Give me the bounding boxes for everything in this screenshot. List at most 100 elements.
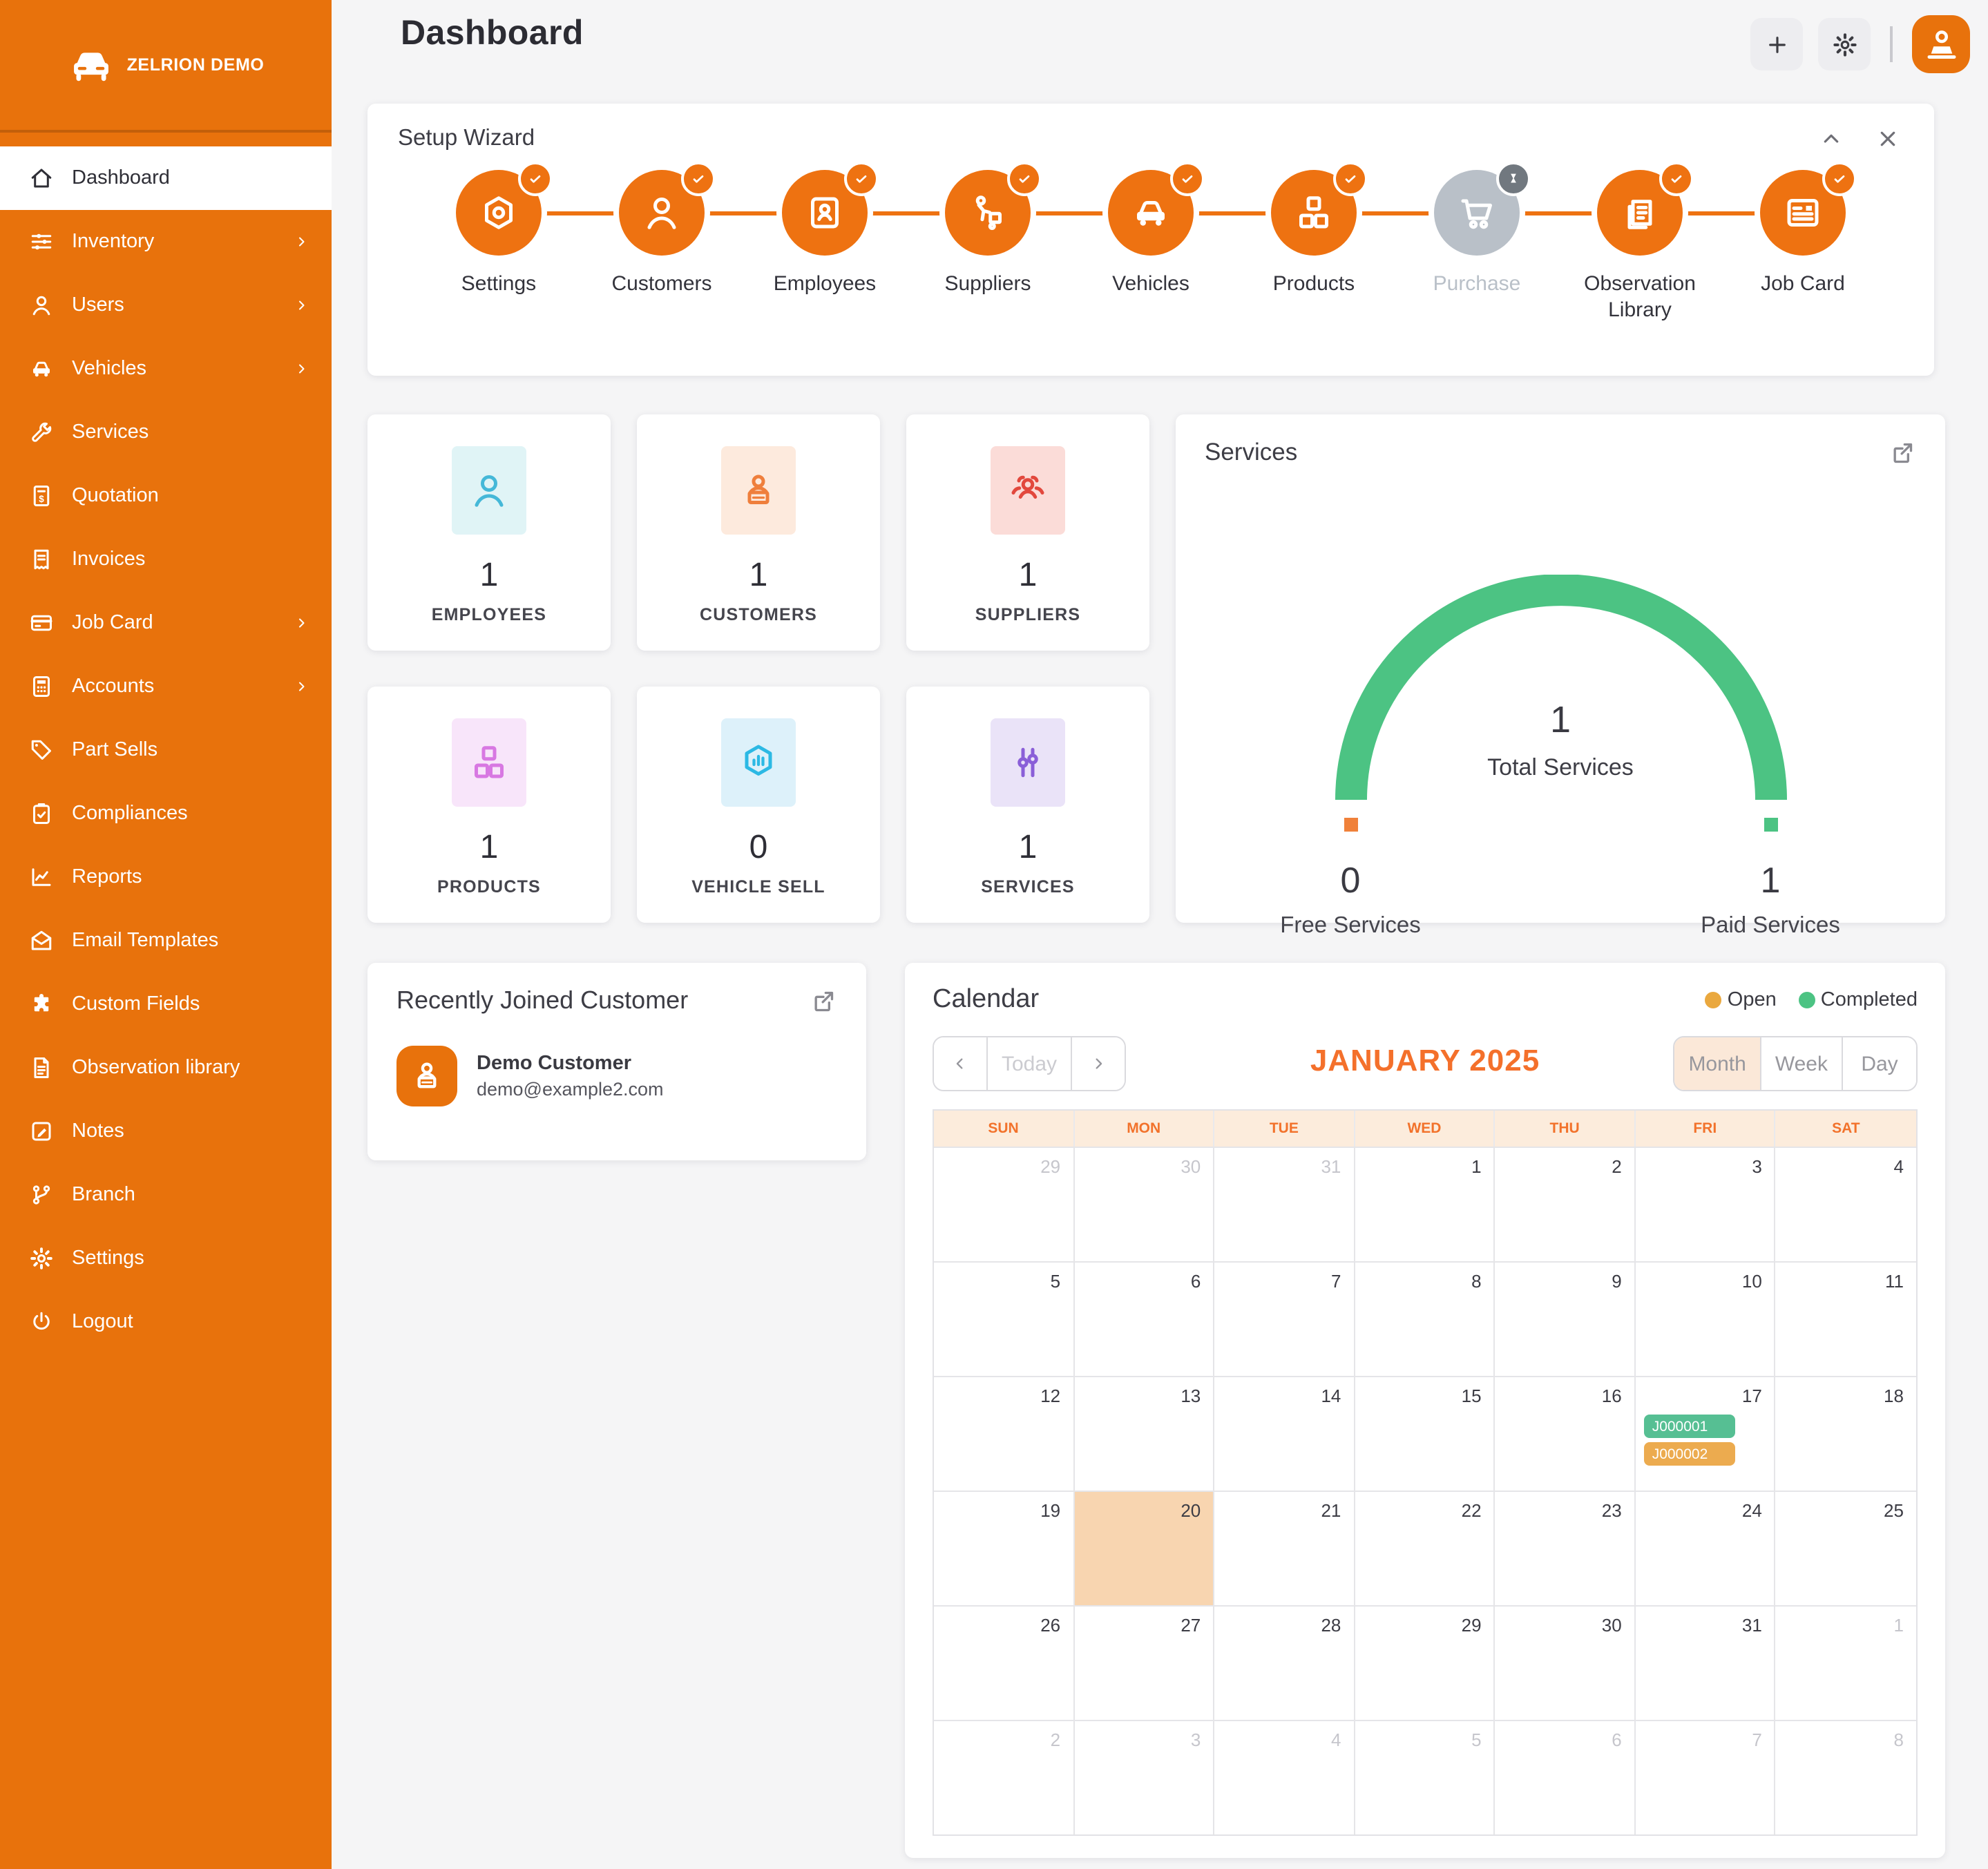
calendar-day-29[interactable]: 29 bbox=[934, 1147, 1075, 1261]
calendar-event-j000001[interactable]: J000001 bbox=[1643, 1415, 1736, 1438]
calendar-day-12[interactable]: 12 bbox=[934, 1376, 1075, 1491]
stat-card-services[interactable]: 1 SERVICES bbox=[906, 687, 1149, 923]
wizard-step-suppliers[interactable]: Suppliers bbox=[868, 162, 1069, 324]
tag-icon bbox=[29, 738, 54, 763]
calendar-day-31[interactable]: 31 bbox=[1214, 1147, 1355, 1261]
calendar-day-24[interactable]: 24 bbox=[1635, 1491, 1776, 1605]
sidebar-item-quotation[interactable]: $ Quotation bbox=[0, 464, 332, 528]
calendar-day-5[interactable]: 5 bbox=[1355, 1720, 1495, 1834]
calendar-day-3[interactable]: 3 bbox=[1074, 1720, 1215, 1834]
calendar-day-23[interactable]: 23 bbox=[1495, 1491, 1636, 1605]
calendar-day-10[interactable]: 10 bbox=[1635, 1261, 1776, 1376]
calendar-day-8[interactable]: 8 bbox=[1355, 1261, 1495, 1376]
calendar-day-25[interactable]: 25 bbox=[1775, 1491, 1916, 1605]
sidebar-item-users[interactable]: Users bbox=[0, 274, 332, 337]
sidebar-item-observation-library[interactable]: Observation library bbox=[0, 1036, 332, 1100]
day-number: 5 bbox=[1471, 1729, 1482, 1750]
calendar-day-6[interactable]: 6 bbox=[1495, 1720, 1636, 1834]
add-button[interactable] bbox=[1750, 18, 1803, 70]
recent-customer-export-button[interactable] bbox=[810, 987, 837, 1015]
calendar-day-22[interactable]: 22 bbox=[1355, 1491, 1495, 1605]
calendar-day-3[interactable]: 3 bbox=[1635, 1147, 1776, 1261]
calendar-day-30[interactable]: 30 bbox=[1495, 1605, 1636, 1720]
sidebar-item-email-templates[interactable]: Email Templates bbox=[0, 909, 332, 972]
calendar-view-week[interactable]: Week bbox=[1759, 1037, 1842, 1090]
calendar-day-29[interactable]: 29 bbox=[1355, 1605, 1495, 1720]
stat-card-vehicle-sell[interactable]: 0 VEHICLE SELL bbox=[637, 687, 880, 923]
day-number: 3 bbox=[1190, 1729, 1201, 1750]
calendar-day-31[interactable]: 31 bbox=[1635, 1605, 1776, 1720]
sidebar-item-settings[interactable]: Settings bbox=[0, 1227, 332, 1290]
wizard-step-purchase[interactable]: Purchase bbox=[1357, 162, 1558, 324]
sidebar-item-job-card[interactable]: Job Card bbox=[0, 591, 332, 655]
calendar-day-2[interactable]: 2 bbox=[934, 1720, 1075, 1834]
stat-card-suppliers[interactable]: 1 SUPPLIERS bbox=[906, 414, 1149, 651]
calendar-event-j000002[interactable]: J000002 bbox=[1643, 1442, 1736, 1466]
calendar-day-1[interactable]: 1 bbox=[1775, 1605, 1916, 1720]
calendar-today-button[interactable]: Today bbox=[986, 1037, 1072, 1090]
sidebar-item-services[interactable]: Services bbox=[0, 401, 332, 464]
settings-button[interactable] bbox=[1818, 18, 1871, 70]
customer-list-item[interactable]: Demo Customer demo@example2.com bbox=[396, 1046, 837, 1106]
calendar-day-21[interactable]: 21 bbox=[1214, 1491, 1355, 1605]
calendar-day-5[interactable]: 5 bbox=[934, 1261, 1075, 1376]
sidebar-item-logout[interactable]: Logout bbox=[0, 1290, 332, 1354]
calendar-day-7[interactable]: 7 bbox=[1214, 1261, 1355, 1376]
calendar-day-26[interactable]: 26 bbox=[934, 1605, 1075, 1720]
sidebar-item-vehicles[interactable]: Vehicles bbox=[0, 337, 332, 401]
wizard-step-products[interactable]: Products bbox=[1194, 162, 1395, 324]
cart-icon bbox=[1434, 162, 1531, 256]
calendar-day-14[interactable]: 14 bbox=[1214, 1376, 1355, 1491]
calendar-day-30[interactable]: 30 bbox=[1074, 1147, 1215, 1261]
calendar-day-7[interactable]: 7 bbox=[1635, 1720, 1776, 1834]
wizard-step-vehicles[interactable]: Vehicles bbox=[1031, 162, 1232, 324]
calendar-day-16[interactable]: 16 bbox=[1495, 1376, 1636, 1491]
legend-dot-icon bbox=[1705, 992, 1722, 1008]
calendar-day-4[interactable]: 4 bbox=[1775, 1147, 1916, 1261]
sidebar-item-part-sells[interactable]: Part Sells bbox=[0, 718, 332, 782]
sidebar-item-inventory[interactable]: Inventory bbox=[0, 210, 332, 274]
calendar-prev-button[interactable] bbox=[934, 1037, 986, 1090]
stat-card-customers[interactable]: 1 CUSTOMERS bbox=[637, 414, 880, 651]
calendar-day-4[interactable]: 4 bbox=[1214, 1720, 1355, 1834]
calendar-day-18[interactable]: 18 bbox=[1775, 1376, 1916, 1491]
calendar-day-11[interactable]: 11 bbox=[1775, 1261, 1916, 1376]
sidebar-item-branch[interactable]: Branch bbox=[0, 1163, 332, 1227]
chevron-right-icon bbox=[293, 361, 309, 377]
wizard-step-job-card[interactable]: Job Card bbox=[1683, 162, 1884, 324]
sidebar-item-reports[interactable]: Reports bbox=[0, 845, 332, 909]
calendar-day-19[interactable]: 19 bbox=[934, 1491, 1075, 1605]
calendar-day-20-today[interactable]: 20 bbox=[1074, 1491, 1215, 1605]
sidebar-item-dashboard[interactable]: Dashboard bbox=[0, 146, 332, 210]
calendar-day-27[interactable]: 27 bbox=[1074, 1605, 1215, 1720]
sidebar-item-notes[interactable]: Notes bbox=[0, 1100, 332, 1163]
calendar-day-28[interactable]: 28 bbox=[1214, 1605, 1355, 1720]
sidebar-item-accounts[interactable]: Accounts bbox=[0, 655, 332, 718]
calendar-day-1[interactable]: 1 bbox=[1355, 1147, 1495, 1261]
sidebar-item-label: Part Sells bbox=[72, 739, 158, 761]
sidebar-item-custom-fields[interactable]: Custom Fields bbox=[0, 972, 332, 1036]
wizard-step-employees[interactable]: Employees bbox=[705, 162, 906, 324]
wizard-step-customers[interactable]: Customers bbox=[542, 162, 743, 324]
sidebar-item-invoices[interactable]: Invoices bbox=[0, 528, 332, 591]
wizard-step-observation-library[interactable]: Observation Library bbox=[1520, 162, 1721, 324]
collapse-button[interactable] bbox=[1818, 126, 1844, 152]
calendar-view-day[interactable]: Day bbox=[1842, 1037, 1916, 1090]
calendar-next-button[interactable] bbox=[1072, 1037, 1125, 1090]
stat-card-products[interactable]: 1 PRODUCTS bbox=[367, 687, 611, 923]
topbar-divider bbox=[1890, 26, 1893, 62]
wizard-step-settings[interactable]: Settings bbox=[417, 162, 580, 324]
calendar-day-6[interactable]: 6 bbox=[1074, 1261, 1215, 1376]
avatar[interactable] bbox=[1912, 15, 1970, 73]
close-button[interactable] bbox=[1875, 126, 1901, 152]
calendar-day-9[interactable]: 9 bbox=[1495, 1261, 1636, 1376]
calendar-day-15[interactable]: 15 bbox=[1355, 1376, 1495, 1491]
services-export-button[interactable] bbox=[1889, 439, 1916, 466]
sidebar-item-compliances[interactable]: Compliances bbox=[0, 782, 332, 845]
calendar-day-8[interactable]: 8 bbox=[1775, 1720, 1916, 1834]
calendar-view-month[interactable]: Month bbox=[1674, 1037, 1760, 1090]
calendar-day-13[interactable]: 13 bbox=[1074, 1376, 1215, 1491]
calendar-day-2[interactable]: 2 bbox=[1495, 1147, 1636, 1261]
calendar-day-17[interactable]: 17 J000001 J000002 bbox=[1635, 1376, 1776, 1491]
stat-card-employees[interactable]: 1 EMPLOYEES bbox=[367, 414, 611, 651]
